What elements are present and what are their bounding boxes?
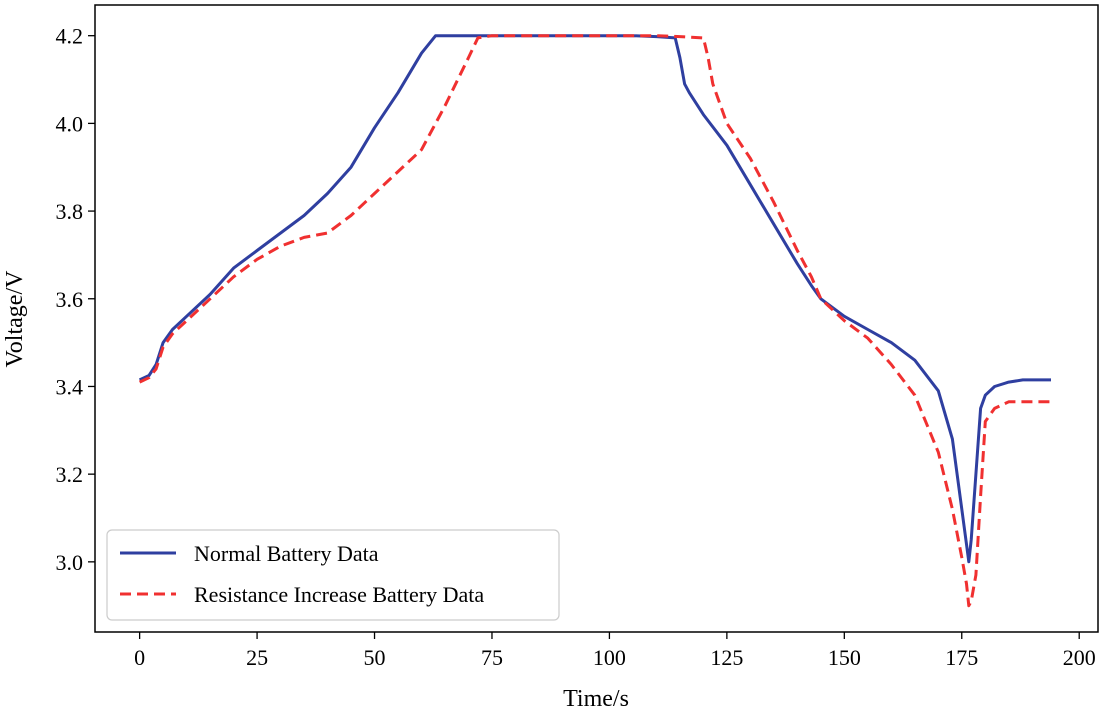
x-tick-label-100: 100 [593,645,626,670]
y-axis-ticks: 3.0 3.2 3.4 3.6 3.8 4.0 4.2 [56,24,95,575]
x-tick-label-200: 200 [1063,645,1096,670]
y-tick-label-3-8: 3.8 [56,199,84,224]
x-tick-label-75: 75 [481,645,503,670]
y-tick-label-3-6: 3.6 [56,287,84,312]
legend: Normal Battery Data Resistance Increase … [106,529,560,621]
x-tick-label-0: 0 [134,645,145,670]
y-tick-label-3-2: 3.2 [56,462,84,487]
series-group [138,34,1051,608]
y-tick-label-4: 4.0 [56,111,84,136]
y-axis-label: Voltage/V [2,270,28,368]
y-tick-label-4-2: 4.2 [56,24,84,49]
y-tick-label-3-4: 3.4 [56,374,84,399]
x-tick-label-150: 150 [828,645,861,670]
x-tick-label-50: 50 [364,645,386,670]
legend-box [106,529,560,621]
x-tick-label-125: 125 [710,645,743,670]
x-tick-label-175: 175 [945,645,978,670]
legend-label-normal: Normal Battery Data [194,541,379,566]
series-line-resistance-increase [138,34,1051,608]
x-tick-label-25: 25 [246,645,268,670]
plot-area-frame [94,4,1099,633]
x-axis-label: Time/s [563,686,629,712]
x-axis-ticks: 0 25 50 75 100 125 150 175 200 [134,632,1096,670]
legend-label-resistance: Resistance Increase Battery Data [194,582,484,607]
series-line-normal [138,34,1051,564]
y-tick-label-3: 3.0 [56,550,84,575]
